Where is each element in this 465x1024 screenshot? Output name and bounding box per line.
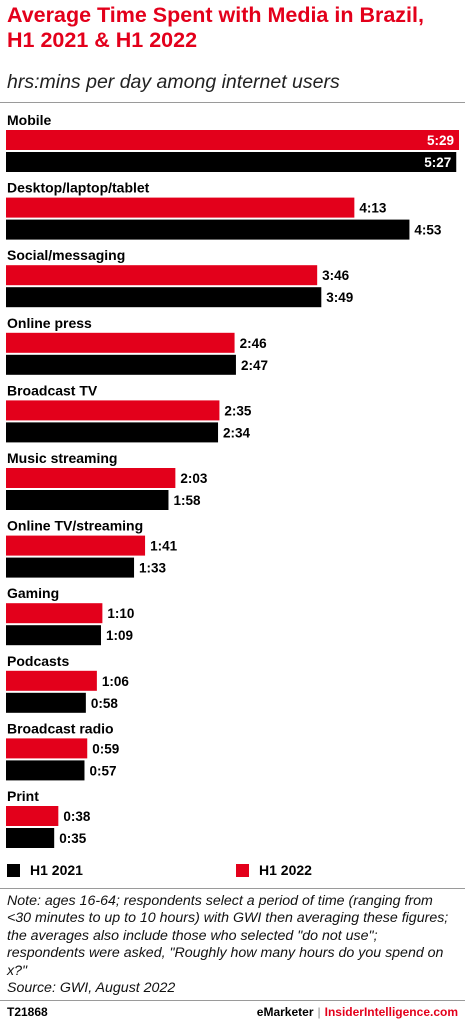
value-label-h1-2022-broadcast-radio: 0:59 (92, 741, 119, 756)
value-label-h1-2022-music-streaming: 2:03 (180, 471, 208, 486)
footer-divider (0, 1000, 465, 1001)
bar-h1-2021-online-press (6, 354, 236, 375)
bar-chart: Mobile 5:29 5:27 Desktop/laptop/tablet 4:13 4… (6, 112, 459, 848)
bar-h1-2022-music-streaming (6, 468, 176, 488)
chart-title: Average Time Spent with Media in Brazil,… (7, 3, 424, 52)
bar-h1-2022-online-tv-streaming (6, 535, 146, 556)
value-label-h1-2021-broadcast-radio: 0:57 (89, 763, 116, 778)
publisher-credit: eMarketer | InsiderIntelligence.com (257, 1005, 458, 1019)
category-label-social-messaging: Social/messaging (7, 247, 125, 263)
chart-note: Note: ages 16-64; respondents select a p… (7, 893, 459, 997)
value-label-h1-2022-print: 0:38 (63, 809, 91, 824)
category-label-online-tv-streaming: Online TV/streaming (7, 518, 143, 534)
legend-label-h1-2021: H1 2021 (30, 862, 83, 878)
source-text: Source: GWI, August 2022 (7, 980, 176, 997)
bar-h1-2022-gaming (6, 603, 103, 624)
value-label-h1-2021-mobile: 5:27 (424, 155, 451, 170)
bar-h1-2022-social-messaging (6, 265, 318, 286)
bar-h1-2021-social-messaging (6, 287, 322, 308)
brand-emarketer: eMarketer (256, 1005, 314, 1019)
value-label-h1-2021-desktop-laptop-tablet: 4:53 (414, 223, 442, 238)
category-label-podcasts: Podcasts (7, 653, 69, 669)
value-label-h1-2022-social-messaging: 3:46 (322, 268, 350, 283)
bottom-divider (0, 888, 465, 889)
bar-h1-2021-mobile (6, 152, 457, 172)
value-label-h1-2021-broadcast-tv: 2:34 (223, 425, 251, 440)
category-label-print: Print (7, 788, 39, 804)
value-label-h1-2021-online-press: 2:47 (241, 358, 268, 373)
value-label-h1-2021-podcasts: 0:58 (91, 696, 119, 711)
legend-item-h1-2021: H1 2021 (7, 862, 83, 878)
category-label-desktop-laptop-tablet: Desktop/laptop/tablet (7, 180, 150, 196)
chart-subtitle: hrs:mins per day among internet users (7, 71, 340, 93)
bar-h1-2022-desktop-laptop-tablet (6, 197, 355, 218)
legend-swatch-h1-2021 (7, 863, 20, 877)
category-label-music-streaming: Music streaming (7, 450, 117, 466)
bar-h1-2021-online-tv-streaming (6, 557, 135, 578)
value-label-h1-2022-mobile: 5:29 (427, 133, 454, 148)
legend-label-h1-2022: H1 2022 (259, 862, 312, 878)
value-label-h1-2022-online-tv-streaming: 1:41 (150, 539, 178, 554)
top-divider (0, 102, 465, 103)
category-label-broadcast-tv: Broadcast TV (7, 382, 98, 398)
category-label-gaming: Gaming (7, 585, 59, 601)
value-label-h1-2022-broadcast-tv: 2:35 (224, 403, 252, 418)
brand-insiderintelligence: InsiderIntelligence.com (324, 1005, 458, 1019)
value-label-h1-2021-music-streaming: 1:58 (173, 493, 201, 508)
value-label-h1-2021-gaming: 1:09 (106, 628, 133, 643)
bar-h1-2021-music-streaming (6, 490, 169, 510)
category-label-online-press: Online press (7, 315, 92, 331)
brand-separator: | (317, 1005, 321, 1019)
bar-h1-2021-broadcast-tv (6, 422, 219, 443)
value-label-h1-2021-online-tv-streaming: 1:33 (139, 561, 167, 576)
note-text: Note: ages 16-64; respondents select a p… (7, 893, 449, 979)
value-label-h1-2021-print: 0:35 (59, 831, 87, 846)
category-label-broadcast-radio: Broadcast radio (7, 720, 114, 736)
bar-h1-2021-desktop-laptop-tablet (6, 219, 410, 240)
bar-h1-2022-podcasts (6, 670, 97, 691)
legend-swatch-h1-2022 (236, 863, 249, 877)
bar-h1-2021-podcasts (6, 692, 86, 713)
value-label-h1-2022-desktop-laptop-tablet: 4:13 (359, 201, 387, 216)
legend-item-h1-2022: H1 2022 (236, 862, 312, 878)
bar-h1-2022-broadcast-radio (6, 738, 88, 759)
bar-h1-2021-broadcast-radio (6, 760, 85, 781)
bar-h1-2021-print (6, 828, 55, 848)
bar-h1-2022-mobile (6, 130, 459, 150)
chart-id: T21868 (7, 1005, 48, 1019)
value-label-h1-2021-social-messaging: 3:49 (326, 290, 353, 305)
bar-h1-2021-gaming (6, 625, 102, 646)
value-label-h1-2022-online-press: 2:46 (240, 336, 268, 351)
bar-h1-2022-broadcast-tv (6, 400, 220, 421)
value-label-h1-2022-podcasts: 1:06 (102, 674, 130, 689)
category-label-mobile: Mobile (7, 112, 52, 128)
bar-h1-2022-print (6, 806, 59, 826)
bar-h1-2022-online-press (6, 332, 235, 353)
value-label-h1-2022-gaming: 1:10 (107, 606, 134, 621)
